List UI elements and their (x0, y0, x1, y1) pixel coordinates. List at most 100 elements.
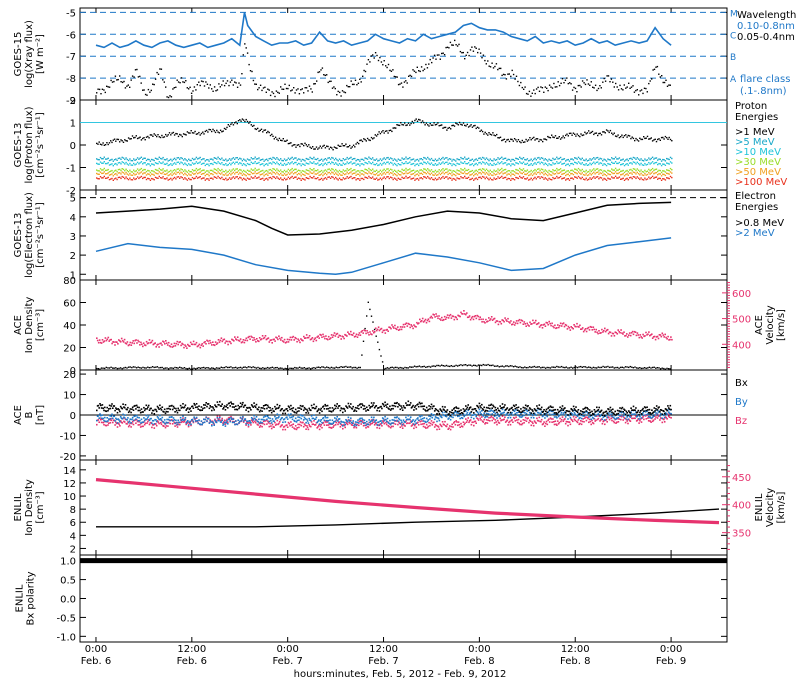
proton-series-3-point (162, 168, 164, 170)
proton-series-2-point (186, 164, 189, 167)
proton-series-5-point (296, 178, 298, 180)
proton-series-0 (96, 118, 673, 151)
ace-velocity-series-point (404, 323, 407, 325)
proton-series-5-point (286, 178, 288, 180)
proton-series-3-point (645, 171, 647, 173)
xray-short-series-point (333, 86, 335, 88)
proton-series-1-point (359, 160, 361, 162)
proton-series-4-point (400, 174, 402, 176)
proton-series-5-point (655, 176, 658, 178)
proton-series-3-point (493, 169, 495, 171)
proton-series-4-point (163, 173, 166, 175)
proton-series-5-point (181, 176, 183, 179)
proton-series-2-point (549, 164, 552, 166)
proton-series-2-point (617, 162, 619, 165)
proton-series-2-point (226, 164, 228, 167)
ace-b-series-2-point (308, 424, 310, 426)
proton-series-0-point (369, 139, 371, 142)
proton-series-3-point (511, 170, 513, 172)
proton-series-4-point (253, 172, 255, 175)
xray-short-series-point (658, 73, 660, 75)
proton-series-1-point (297, 158, 300, 160)
proton-series-2-point (361, 163, 364, 165)
ace-velocity-series-point (329, 337, 332, 339)
ace-density-series-point (195, 368, 197, 370)
ace-velocity-series-point (491, 319, 494, 321)
proton-series-0-point (185, 134, 187, 136)
xray-short-series-point (349, 86, 351, 88)
proton-series-5-point (401, 176, 403, 178)
proton-series-2-point (181, 162, 183, 164)
proton-series-4-point (204, 174, 206, 177)
ace-b-series-2-point (438, 428, 441, 430)
proton-series-0-point (612, 133, 614, 136)
proton-series-0-point (430, 124, 433, 126)
ace-density-series-point (169, 367, 171, 369)
proton-series-3-point (255, 169, 258, 171)
proton-series-1-point (563, 158, 566, 160)
ace-velocity-series-point (448, 314, 451, 317)
ace-b-series-2-point (261, 425, 263, 428)
ace-velocity-series-point (308, 335, 311, 337)
proton-series-5-point (273, 176, 275, 178)
proton-series-1-point (352, 158, 355, 160)
ace-velocity-series-point (378, 329, 381, 332)
ace-velocity-series-point (111, 342, 113, 345)
xray-short-series-point (255, 83, 257, 85)
ace-density-series-point (620, 366, 622, 369)
ace-velocity-series-point (550, 324, 552, 327)
proton-series-4-point (365, 172, 367, 174)
proton-series-4-point (173, 172, 176, 174)
ace-density-series-point (127, 366, 130, 368)
ace-density-series-point (393, 367, 395, 369)
proton-series-4-point (188, 173, 190, 175)
proton-series-3-point (377, 171, 379, 173)
proton-series-4-point (424, 172, 426, 174)
xray-short-series-point (208, 87, 210, 89)
proton-series-1-point (443, 158, 445, 160)
proton-series-4-point (99, 171, 102, 173)
proton-series-1-point (540, 157, 543, 159)
ace-velocity-series-point (543, 323, 546, 326)
proton-series-2-point (131, 164, 134, 166)
proton-series-4-point (666, 172, 668, 174)
ace-b-series-2-point (426, 426, 429, 429)
proton-series-5-point (99, 176, 102, 178)
ace-b-series-2-point (138, 421, 140, 423)
ace-velocity-series-point (136, 342, 138, 344)
proton-series-2-point (286, 163, 288, 165)
proton-series-3-point (165, 170, 167, 172)
proton-series-0-point (190, 130, 192, 132)
proton-series-3-point (432, 170, 434, 173)
proton-series-4-point (240, 172, 242, 175)
proton-series-1-point (622, 158, 624, 160)
proton-series-5-point (185, 178, 187, 180)
proton-series-2-point (627, 164, 629, 166)
ace-b-series-2-point (428, 421, 430, 424)
proton-series-2-point (395, 163, 397, 166)
proton-series-4-point (323, 173, 325, 175)
y-tick-label: 3 (70, 232, 76, 243)
proton-series-3-point (209, 169, 212, 172)
proton-series-0-point (110, 140, 112, 142)
proton-series-2-point (274, 163, 277, 165)
ace-velocity-series-point (373, 331, 376, 333)
proton-series-1-point (392, 159, 394, 162)
proton-series-5-point (634, 176, 636, 178)
proton-series-3-point (361, 170, 364, 172)
proton-series-3-point (341, 171, 343, 173)
ace-velocity-series-point (407, 322, 410, 325)
proton-series-1-point (432, 159, 434, 161)
proton-series-5-point (594, 177, 596, 179)
xray-short-series-point (129, 86, 131, 88)
ace-b-series-2-point (417, 424, 420, 426)
proton-series-2-point (189, 164, 191, 166)
proton-series-1-point (568, 160, 571, 162)
proton-series-3-point (101, 169, 103, 171)
proton-series-0-point (589, 132, 591, 134)
proton-series-0-point (143, 137, 145, 139)
proton-series-4-point (329, 173, 332, 175)
proton-series-0-point (628, 135, 631, 137)
xray-short-series-point (228, 84, 230, 87)
proton-series-1-point (350, 156, 352, 159)
